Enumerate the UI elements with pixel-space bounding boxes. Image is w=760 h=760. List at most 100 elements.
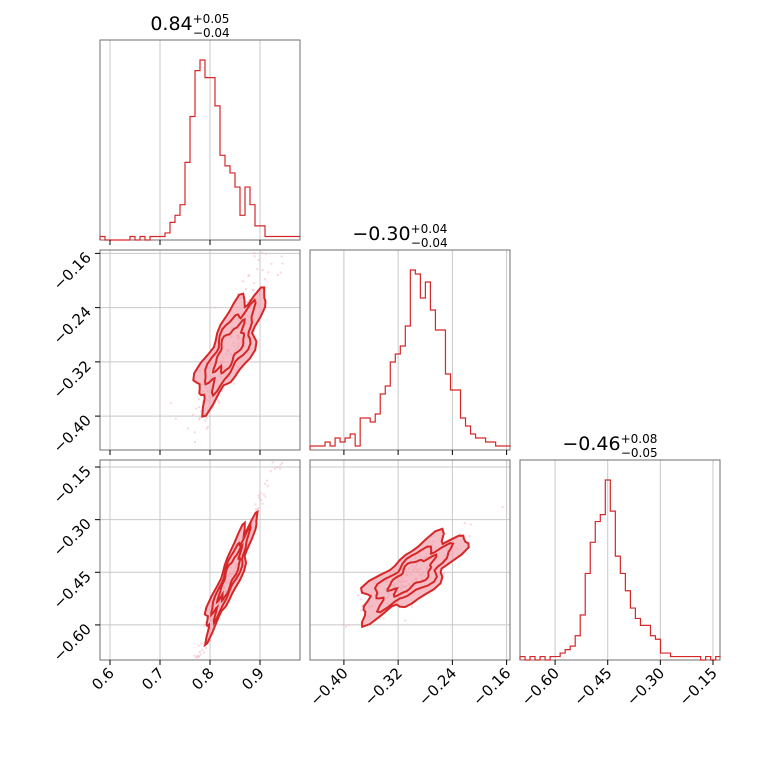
scatter-point xyxy=(501,505,504,508)
scatter-point xyxy=(192,413,195,416)
scatter-point xyxy=(410,605,413,608)
y-tick-label: −0.15 xyxy=(50,462,95,507)
scatter-point xyxy=(267,271,270,274)
contour-fill xyxy=(193,287,266,417)
scatter-point xyxy=(253,282,256,285)
scatter-point xyxy=(204,419,207,422)
scatter-point xyxy=(193,654,196,657)
contour-line xyxy=(203,510,259,648)
scatter-point xyxy=(280,255,283,258)
scatter-point xyxy=(261,502,264,505)
lower-error: −0.05 xyxy=(621,446,658,460)
scatter-point xyxy=(281,262,284,265)
contour-line xyxy=(386,553,438,598)
scatter-point xyxy=(208,639,211,642)
scatter-point xyxy=(344,625,347,628)
grid-lines xyxy=(100,252,300,417)
scatter-point xyxy=(217,399,220,402)
contour-line xyxy=(192,286,267,418)
scatter-point xyxy=(468,535,471,538)
hist-frame-0 xyxy=(99,39,301,241)
scatter-point xyxy=(253,255,256,258)
scatter-point xyxy=(469,523,472,526)
x-tick-label: −0.60 xyxy=(518,664,563,709)
scatter-point xyxy=(201,400,204,403)
upper-error: +0.08 xyxy=(621,432,658,446)
scatter-point xyxy=(341,623,344,626)
scatter-point xyxy=(202,644,205,647)
scatter-point xyxy=(254,503,257,506)
scatter-point xyxy=(463,522,466,525)
scatter-point xyxy=(276,274,279,277)
x-tick-label: 0.6 xyxy=(88,664,118,694)
scatter-point xyxy=(169,402,172,405)
hist-frame-2 xyxy=(519,459,721,661)
scatter-point xyxy=(202,651,205,654)
scatter-point xyxy=(261,268,264,271)
scatter-point xyxy=(279,467,282,470)
x-tick-label: −0.16 xyxy=(469,664,514,709)
scatter-frame-0-2 xyxy=(99,459,301,661)
scatter-point xyxy=(236,293,239,296)
scatter-point xyxy=(199,653,202,656)
scatter-point xyxy=(260,499,263,502)
scatter-point xyxy=(279,271,282,274)
x-tick-label: −0.40 xyxy=(306,664,351,709)
scatter-point xyxy=(250,518,253,521)
scatter-point xyxy=(233,382,236,385)
scatter-point xyxy=(258,496,261,499)
median-value: −0.30 xyxy=(352,223,410,245)
scatter-point xyxy=(359,609,362,612)
scatter-point xyxy=(246,301,249,304)
contour-line xyxy=(210,522,252,627)
scatter-point xyxy=(195,656,198,659)
contour-fill xyxy=(204,511,258,645)
scatter-point xyxy=(257,258,260,261)
scatter-point xyxy=(245,287,248,290)
scatter-point xyxy=(206,627,209,630)
scatter-point xyxy=(197,644,200,647)
x-tick-label: −0.45 xyxy=(570,664,615,709)
scatter-point xyxy=(194,441,197,444)
scatter-point xyxy=(257,507,260,510)
scatter-point xyxy=(253,252,256,255)
scatter-point xyxy=(459,533,462,536)
scatter-point xyxy=(257,494,260,497)
scatter-point xyxy=(200,642,203,645)
scatter-point xyxy=(198,651,201,654)
scatter-frame-1-2 xyxy=(309,459,511,661)
scatter-point xyxy=(205,417,208,420)
scatter-point xyxy=(347,624,350,627)
histogram-1 xyxy=(309,269,511,450)
param-title-2: −0.46+0.08 −0.05 xyxy=(562,432,657,460)
y-tick-label: −0.30 xyxy=(50,515,95,560)
x-tick-label: 0.7 xyxy=(138,664,168,694)
contour-line xyxy=(373,542,455,614)
scatter-point xyxy=(174,417,177,420)
scatter-point xyxy=(266,479,269,482)
grid-lines xyxy=(109,40,261,240)
scatter-point xyxy=(262,493,265,496)
scatter-point xyxy=(271,461,274,464)
lower-error: −0.04 xyxy=(411,236,448,250)
scatter-point xyxy=(218,401,221,404)
scatter-point xyxy=(198,416,201,419)
histogram-2 xyxy=(519,479,721,661)
scatter-point xyxy=(264,482,267,485)
scatter-point xyxy=(198,406,201,409)
scatter-point xyxy=(254,508,257,511)
contour-line xyxy=(215,542,244,605)
scatter-point xyxy=(200,409,203,412)
scatter-point xyxy=(360,598,363,601)
scatter-point xyxy=(261,251,264,254)
scatter-point xyxy=(213,306,216,309)
param-title-1: −0.30+0.04 −0.04 xyxy=(352,222,447,250)
scatter-point xyxy=(274,467,277,470)
scatter-point xyxy=(256,508,259,511)
scatter-point xyxy=(404,619,407,622)
x-tick-label: 0.9 xyxy=(238,664,268,694)
lower-error: −0.04 xyxy=(193,26,230,40)
scatter-point xyxy=(206,425,209,428)
y-tick-label: −0.32 xyxy=(50,357,95,402)
scatter-point xyxy=(357,594,360,597)
